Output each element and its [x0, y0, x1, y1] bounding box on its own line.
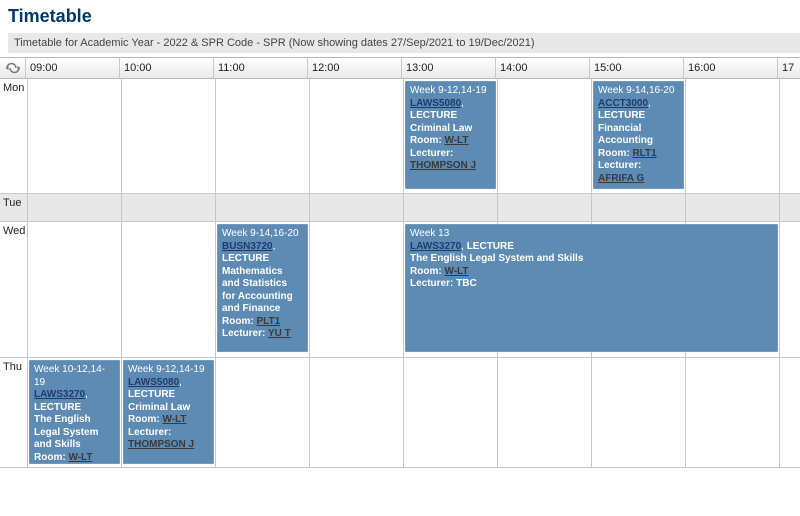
hour-header: 10:00 — [120, 57, 214, 79]
event-card[interactable]: Week 9-14,16-20ACCT3000, LECTUREFinancia… — [593, 81, 684, 189]
room-label: Room: — [410, 135, 444, 146]
events-area: Week 10-12,14-19LAWS3270, LECTUREThe Eng… — [28, 358, 800, 467]
day-label: Wed — [0, 222, 28, 357]
lecturer-label: Lecturer: — [222, 328, 268, 339]
event-card[interactable]: Week 9-14,16-20BUSN3720, LECTUREMathemat… — [217, 224, 308, 352]
lecturer-value: TBC — [456, 278, 477, 289]
event-code-link[interactable]: LAWS3270 — [34, 389, 85, 400]
event-weeks: Week 9-14,16-20 — [598, 85, 675, 96]
event-type: LECTURE — [128, 389, 175, 400]
room-value[interactable]: W-LT — [162, 414, 186, 425]
hour-header: 16:00 — [684, 57, 778, 79]
room-value[interactable]: W-LT — [444, 266, 468, 277]
events-area: Week 9-12,14-19LAWS5080, LECTURECriminal… — [28, 79, 800, 193]
day-row-mon: MonWeek 9-12,14-19LAWS5080, LECTURECrimi… — [0, 79, 800, 194]
event-code-link[interactable]: LAWS5080 — [128, 377, 179, 388]
room-value[interactable]: W-LT — [444, 135, 468, 146]
event-title: Financial Accounting — [598, 123, 653, 147]
lecturer-label: Lecturer: — [128, 427, 171, 438]
room-label: Room: — [598, 148, 632, 159]
hour-header: 09:00 — [26, 57, 120, 79]
event-code-link[interactable]: ACCT3000 — [598, 98, 648, 109]
room-label: Room: — [410, 266, 444, 277]
event-card[interactable]: Week 9-12,14-19LAWS5080, LECTURECriminal… — [405, 81, 496, 189]
event-weeks: Week 10-12,14-19 — [34, 364, 105, 388]
timetable-grid: MonWeek 9-12,14-19LAWS5080, LECTURECrimi… — [0, 79, 800, 468]
event-type: LECTURE — [467, 241, 514, 252]
room-label: Room: — [34, 452, 68, 463]
event-title: Mathematics and Statistics for Accountin… — [222, 266, 293, 315]
hour-headers: 09:0010:0011:0012:0013:0014:0015:0016:00… — [26, 57, 800, 79]
event-card[interactable]: Week 10-12,14-19LAWS3270, LECTUREThe Eng… — [29, 360, 120, 464]
day-label: Thu — [0, 358, 28, 467]
room-label: Room: — [222, 316, 256, 327]
room-value[interactable]: W-LT — [68, 452, 92, 463]
lecturer-value[interactable]: THOMPSON J — [410, 160, 476, 171]
room-label: Room: — [128, 414, 162, 425]
day-row-thu: ThuWeek 10-12,14-19LAWS3270, LECTUREThe … — [0, 358, 800, 468]
event-weeks: Week 9-12,14-19 — [128, 364, 205, 375]
event-code-link[interactable]: LAWS5080 — [410, 98, 461, 109]
event-type: LECTURE — [410, 110, 457, 121]
time-header-row: 09:0010:0011:0012:0013:0014:0015:0016:00… — [0, 57, 800, 79]
lecturer-value[interactable]: YU T — [268, 328, 291, 339]
lecturer-value[interactable]: THOMPSON J — [128, 439, 194, 450]
page-title: Timetable — [8, 6, 800, 27]
day-row-tue: Tue — [0, 194, 800, 222]
lecturer-label: Lecturer: — [598, 160, 641, 171]
event-title: Criminal Law — [128, 402, 190, 413]
lecturer-label: Lecturer: — [410, 278, 456, 289]
hour-header: 11:00 — [214, 57, 308, 79]
day-row-wed: WedWeek 9-14,16-20BUSN3720, LECTUREMathe… — [0, 222, 800, 358]
event-type: LECTURE — [598, 110, 645, 121]
hour-header: 17 — [778, 57, 800, 79]
event-title: The English Legal System and Skills — [34, 414, 98, 450]
lecturer-value[interactable]: AFRIFA G — [598, 173, 644, 184]
day-label: Mon — [0, 79, 28, 193]
hour-header: 15:00 — [590, 57, 684, 79]
event-code-link[interactable]: BUSN3720 — [222, 241, 273, 252]
event-title: The English Legal System and Skills — [410, 253, 583, 264]
hour-header: 12:00 — [308, 57, 402, 79]
events-area — [28, 194, 800, 221]
refresh-icon[interactable] — [0, 57, 26, 79]
event-type: LECTURE — [222, 253, 269, 264]
day-label: Tue — [0, 194, 28, 221]
event-title: Criminal Law — [410, 123, 472, 134]
room-value[interactable]: RLT1 — [632, 148, 656, 159]
event-code-link[interactable]: LAWS3270 — [410, 241, 461, 252]
event-weeks: Week 9-12,14-19 — [410, 85, 487, 96]
event-weeks: Week 9-14,16-20 — [222, 228, 299, 239]
page-subtitle: Timetable for Academic Year - 2022 & SPR… — [8, 33, 800, 53]
hour-header: 13:00 — [402, 57, 496, 79]
event-card[interactable]: Week 13LAWS3270, LECTUREThe English Lega… — [405, 224, 778, 352]
event-weeks: Week 13 — [410, 228, 449, 239]
lecturer-label: Lecturer: — [410, 148, 453, 159]
events-area: Week 9-14,16-20BUSN3720, LECTUREMathemat… — [28, 222, 800, 357]
hour-header: 14:00 — [496, 57, 590, 79]
event-type: LECTURE — [34, 402, 81, 413]
event-card[interactable]: Week 9-12,14-19LAWS5080, LECTURECriminal… — [123, 360, 214, 464]
room-value[interactable]: PLT1 — [256, 316, 280, 327]
